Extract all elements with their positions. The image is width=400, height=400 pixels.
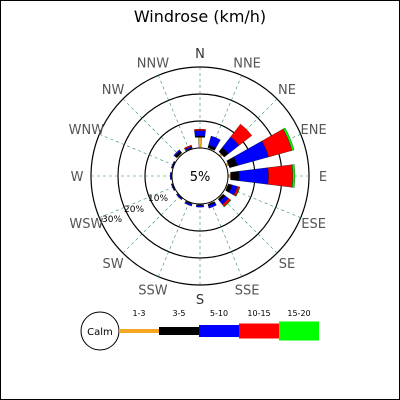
bar-e-5-10: [238, 167, 269, 185]
grid-spoke: [99, 134, 175, 166]
bar-sw-5-10: [176, 193, 183, 200]
direction-label-nne: NNE: [233, 56, 261, 71]
direction-label-wsw: WSW: [69, 217, 103, 232]
ring-label-30: 30%: [102, 215, 122, 225]
direction-label-e: E: [319, 170, 327, 185]
direction-label-s: S: [196, 293, 204, 308]
direction-labels: N NNE NE ENE E ESE SE SSE S SSW SW WSW W WNW NW NNW: [69, 47, 327, 308]
legend-label-1-3: 1-3: [132, 309, 145, 318]
legend-label-3-5: 3-5: [172, 309, 185, 318]
direction-label-sw: SW: [102, 257, 123, 272]
chart-title: Windrose (km/h): [134, 7, 266, 26]
direction-label-ese: ESE: [301, 217, 326, 232]
grid-spoke: [158, 75, 190, 151]
bar-nnw-10-15: [184, 144, 192, 150]
legend-swatch-5-10: [199, 325, 239, 337]
bar-wsw-5-10: [171, 183, 175, 191]
grid-spoke: [122, 195, 181, 254]
direction-label-se: SE: [279, 257, 295, 272]
direction-label-wnw: WNW: [69, 123, 105, 138]
bar-n-5-10: [194, 130, 206, 137]
direction-label-nw: NW: [102, 83, 125, 98]
bar-nne-5-10: [208, 135, 221, 149]
legend-swatch-15-20: [279, 321, 319, 341]
grid-spoke: [122, 98, 181, 157]
legend-label-5-10: 5-10: [210, 309, 228, 318]
direction-label-n: N: [195, 47, 205, 62]
bar-s-5-10: [196, 205, 204, 208]
bar-nw-5-10: [173, 149, 181, 157]
grid-spoke: [158, 201, 190, 277]
rose-bars: [169, 123, 296, 209]
bar-se-15-20: [223, 199, 232, 208]
legend-swatch-3-5: [159, 327, 199, 335]
bar-ssw-5-10: [184, 201, 193, 207]
legend-swatch-10-15: [239, 323, 279, 339]
grid-spoke: [219, 195, 278, 254]
direction-label-ssw: SSW: [138, 284, 168, 299]
bar-w-5-10: [169, 172, 172, 180]
bar-ese-15-20: [235, 186, 241, 197]
bar-sse-5-10: [208, 202, 217, 209]
grid-spoke: [210, 201, 242, 277]
direction-label-nnw: NNW: [137, 56, 169, 71]
legend-label-15-20: 15-20: [287, 309, 310, 318]
legend-label-10-15: 10-15: [247, 309, 270, 318]
legend-swatch-1-3: [119, 329, 159, 333]
center-label: 5%: [190, 170, 211, 185]
bar-e-10-15: [267, 164, 293, 188]
legend: Calm 1-3 3-5 5-10 10-15 15-20: [80, 309, 319, 351]
bar-e-15-20: [291, 164, 296, 188]
direction-label-w: W: [71, 170, 84, 185]
grid-spoke: [99, 186, 175, 218]
bar-ne-10-15: [230, 123, 253, 146]
direction-label-ene: ENE: [301, 123, 327, 138]
bar-n-1-3: [198, 137, 202, 149]
ring-label-20: 20%: [124, 205, 144, 215]
direction-label-sse: SSE: [235, 284, 260, 299]
bar-n-10-15: [194, 128, 206, 131]
bar-ene-15-20: [282, 127, 295, 151]
bar-wnw-5-10: [171, 161, 175, 169]
bar-e-3-5: [230, 171, 239, 181]
calm-circle: [171, 147, 229, 205]
legend-calm-label: Calm: [87, 327, 113, 338]
ring-label-10: 10%: [148, 194, 168, 204]
direction-label-ne: NE: [278, 83, 296, 98]
